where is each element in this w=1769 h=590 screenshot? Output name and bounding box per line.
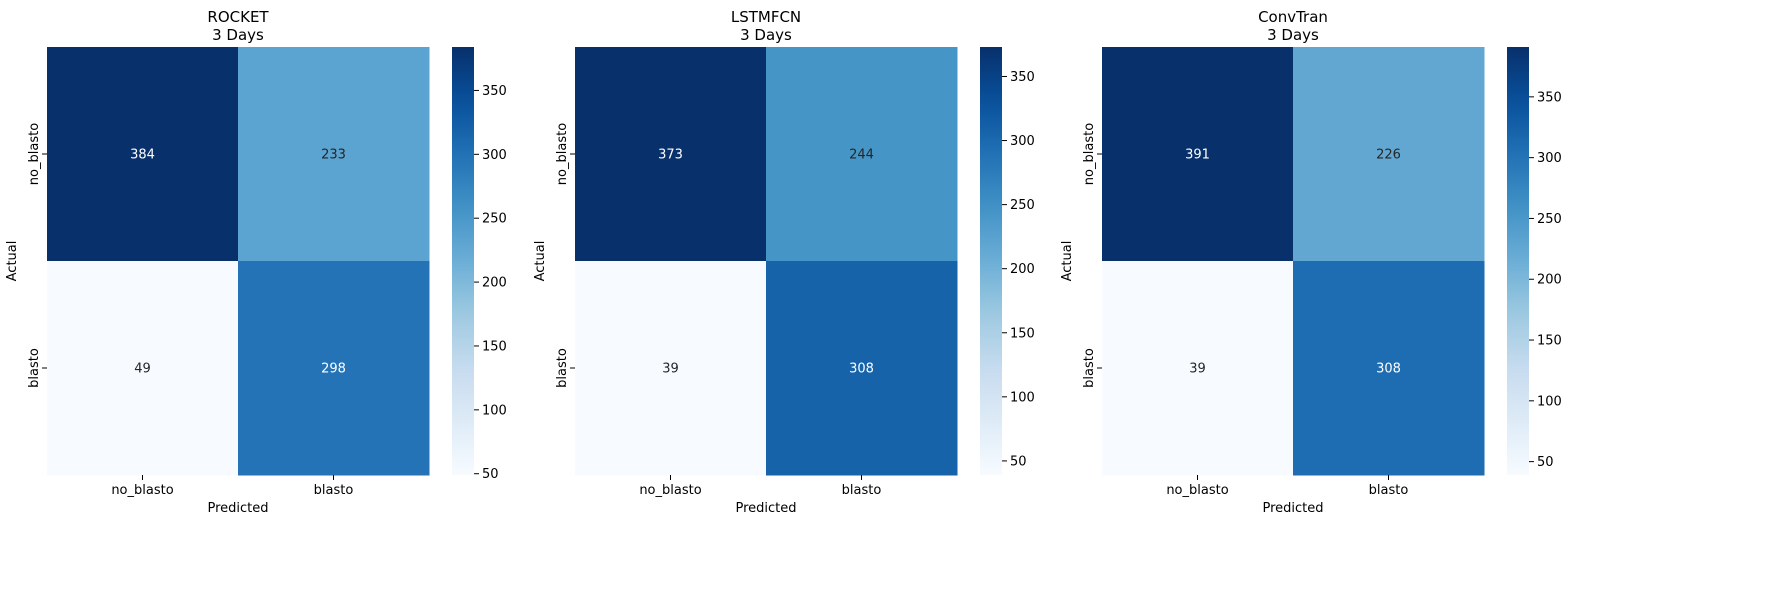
panel-subtitle: 3 Days (1267, 26, 1319, 44)
cell-value-label: 391 (1185, 148, 1210, 163)
x-axis-label: Predicted (1262, 501, 1323, 516)
x-tick-label: no_blasto (111, 483, 173, 498)
colorbar-tick-label: 100 (1537, 394, 1562, 409)
colorbar-tick-label: 200 (482, 276, 507, 291)
y-tick-label: no_blasto (27, 123, 42, 185)
y-axis-label: Actual (5, 241, 20, 282)
heatmap-cell (766, 261, 958, 476)
panel-title: ConvTran (1258, 8, 1328, 26)
cell-value-label: 226 (1376, 148, 1401, 163)
colorbar-tick-label: 50 (1010, 454, 1027, 469)
cell-value-label: 308 (849, 362, 874, 377)
panel-title: LSTMFCN (731, 8, 801, 26)
heatmap-cell (238, 261, 430, 476)
cell-value-label: 49 (134, 362, 151, 377)
heatmap-cell (1293, 261, 1485, 476)
panel-subtitle: 3 Days (212, 26, 264, 44)
x-tick-label: blasto (842, 483, 882, 498)
x-tick-label: blasto (1369, 483, 1409, 498)
colorbar-tick-label: 350 (482, 84, 507, 99)
x-axis-label: Predicted (207, 501, 268, 516)
heatmap-cell (1293, 47, 1485, 262)
y-axis-label: Actual (533, 241, 548, 282)
cell-value-label: 244 (849, 148, 874, 163)
y-tick-label: blasto (1082, 348, 1097, 388)
y-tick-label: no_blasto (555, 123, 570, 185)
panel-subtitle: 3 Days (740, 26, 792, 44)
colorbar-tick-label: 150 (482, 339, 507, 354)
heatmap-cell (766, 47, 958, 262)
y-tick-label: blasto (555, 348, 570, 388)
x-axis-label: Predicted (735, 501, 796, 516)
colorbar-tick-label: 100 (482, 403, 507, 418)
cell-value-label: 233 (321, 148, 346, 163)
colorbar (452, 47, 474, 475)
colorbar-tick-label: 50 (1537, 455, 1554, 470)
cell-value-label: 373 (658, 148, 683, 163)
x-tick-label: blasto (314, 483, 354, 498)
colorbar-tick-label: 300 (1537, 151, 1562, 166)
x-tick-label: no_blasto (1166, 483, 1228, 498)
cell-value-label: 39 (1189, 362, 1206, 377)
heatmap-cell (47, 47, 239, 262)
colorbar-tick-label: 200 (1010, 262, 1035, 277)
colorbar-tick-label: 200 (1537, 273, 1562, 288)
cell-value-label: 298 (321, 362, 346, 377)
colorbar (1507, 47, 1529, 475)
colorbar-tick-label: 300 (1010, 134, 1035, 149)
heatmap-cell (1102, 261, 1294, 476)
cell-value-label: 39 (662, 362, 679, 377)
heatmap-cell (1102, 47, 1294, 262)
heatmap-cell (47, 261, 239, 476)
colorbar-tick-label: 350 (1537, 90, 1562, 105)
cell-value-label: 308 (1376, 362, 1401, 377)
x-tick-label: no_blasto (639, 483, 701, 498)
colorbar-tick-label: 250 (1010, 198, 1035, 213)
colorbar-tick-label: 250 (482, 212, 507, 227)
colorbar-tick-label: 50 (482, 467, 499, 482)
heatmap-cell (238, 47, 430, 262)
cell-value-label: 384 (130, 148, 155, 163)
panel-title: ROCKET (207, 8, 269, 26)
y-tick-label: blasto (27, 348, 42, 388)
colorbar-tick-label: 150 (1010, 326, 1035, 341)
colorbar-tick-label: 300 (482, 148, 507, 163)
heatmap-cell (575, 261, 767, 476)
y-tick-label: no_blasto (1082, 123, 1097, 185)
heatmap-cell (575, 47, 767, 262)
colorbar-tick-label: 150 (1537, 334, 1562, 349)
colorbar (980, 47, 1002, 475)
colorbar-tick-label: 250 (1537, 212, 1562, 227)
colorbar-tick-label: 350 (1010, 70, 1035, 85)
colorbar-tick-label: 100 (1010, 390, 1035, 405)
y-axis-label: Actual (1060, 241, 1075, 282)
